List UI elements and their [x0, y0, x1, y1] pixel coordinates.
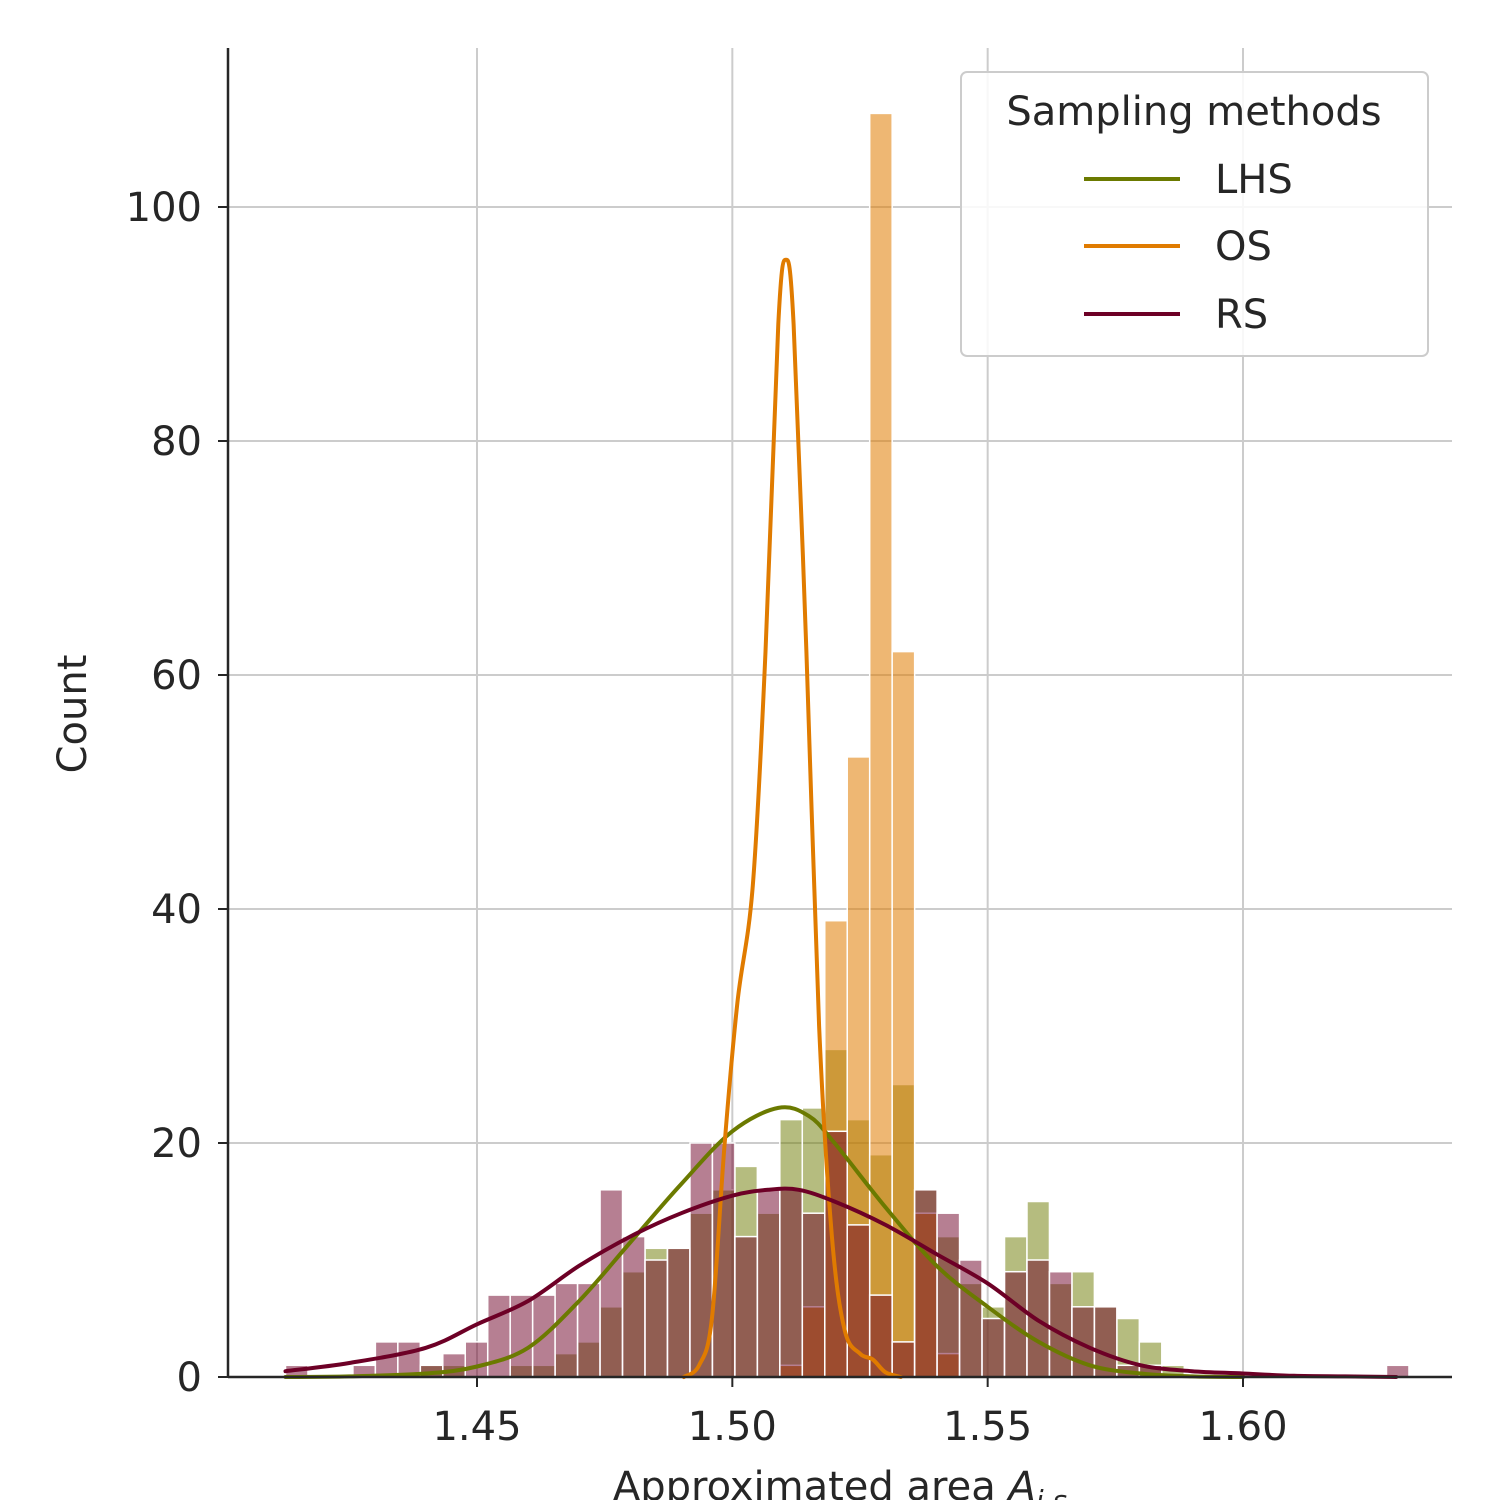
bar-rs — [801, 1212, 826, 1378]
bar-os — [891, 650, 916, 1378]
tick-labels: 1.45 1.50 1.55 1.60 0 20 40 60 80 100 — [126, 185, 1288, 1450]
bar-rs — [734, 1235, 759, 1378]
y-axis-label: Count — [50, 655, 96, 774]
y-tick-label: 40 — [151, 887, 202, 933]
legend-label-rs: RS — [1215, 292, 1268, 338]
bar-rs — [779, 1189, 804, 1378]
x-axis-label-symbol: A — [1005, 1464, 1035, 1500]
bar-rs — [554, 1282, 579, 1378]
bar-rs — [644, 1259, 669, 1378]
y-tick-label: 60 — [151, 653, 202, 699]
kde-line-os — [681, 257, 903, 1379]
axes — [226, 48, 1452, 1379]
kde-line-lhs — [283, 1105, 1245, 1379]
bar-rs — [891, 1341, 916, 1378]
bar-rs — [981, 1317, 1006, 1378]
y-tick-label: 0 — [177, 1355, 202, 1401]
kde-curves — [283, 257, 1399, 1379]
x-axis-label-subscript: i,s — [1036, 1484, 1067, 1500]
x-tick-label: 1.60 — [1198, 1404, 1287, 1450]
kde-line-rs — [283, 1186, 1399, 1379]
x-axis-label-text: Approximated area — [613, 1464, 1009, 1500]
legend: Sampling methods LHS OS RS — [960, 71, 1429, 357]
legend-box — [960, 71, 1429, 357]
bar-os — [868, 112, 893, 1378]
y-tick-label: 80 — [151, 419, 202, 465]
x-tick-label: 1.55 — [943, 1404, 1032, 1450]
x-tick-label: 1.50 — [688, 1404, 777, 1450]
bar-rs — [621, 1235, 646, 1378]
legend-label-os: OS — [1215, 224, 1272, 270]
bar-rs — [936, 1212, 961, 1378]
x-tick-label: 1.45 — [432, 1404, 521, 1450]
legend-label-lhs: LHS — [1215, 157, 1293, 203]
bar-rs — [599, 1189, 624, 1378]
legend-title: Sampling methods — [1006, 89, 1381, 135]
bar-rs — [1003, 1270, 1028, 1378]
y-tick-label: 20 — [151, 1121, 202, 1167]
bar-rs — [756, 1189, 781, 1378]
x-axis-label: Approximated area Ai,s — [613, 1464, 1067, 1500]
bar-rs — [397, 1341, 422, 1378]
bar-rs — [913, 1189, 938, 1378]
bar-rs — [868, 1294, 893, 1378]
y-tick-label: 100 — [126, 185, 202, 231]
bar-rs — [666, 1247, 691, 1378]
bar-rs — [464, 1341, 489, 1378]
bar-rs — [1048, 1270, 1073, 1378]
